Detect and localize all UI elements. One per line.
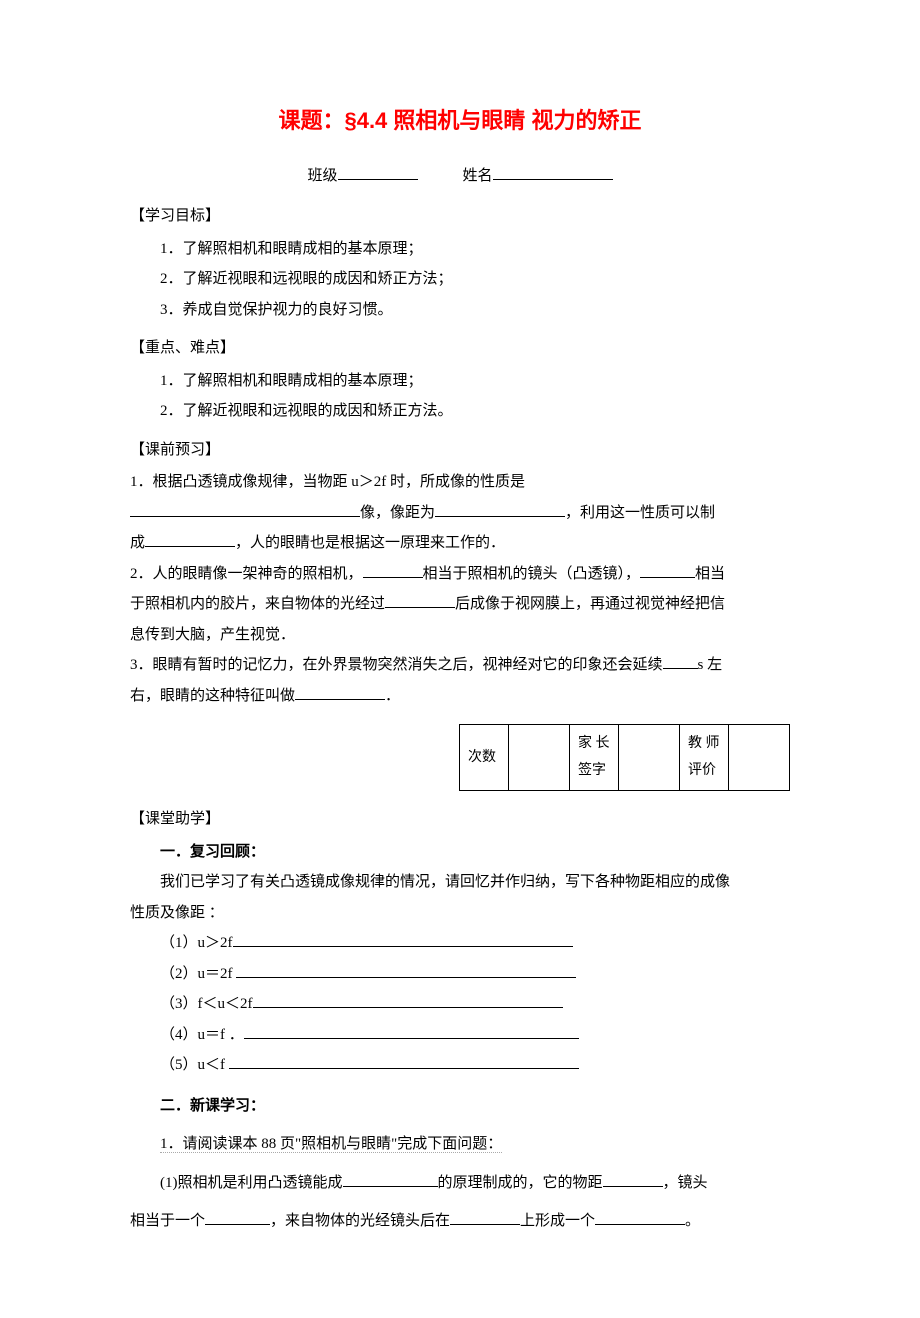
table-row: 次数 家 长签字 教 师评价	[460, 725, 790, 791]
goal-item: 3．养成自觉保护视力的良好习惯。	[160, 296, 790, 325]
text: 相当于照相机的镜头（凸透镜），	[423, 566, 641, 582]
blank[interactable]	[343, 1186, 438, 1187]
text: ．	[385, 688, 400, 704]
cell-count-label: 次数	[460, 725, 509, 791]
blank[interactable]	[236, 977, 576, 978]
blank[interactable]	[229, 1068, 579, 1069]
pre-q1-line2: 像，像距为 ，利用这一性质可以制	[130, 499, 790, 528]
blank[interactable]	[450, 1224, 520, 1225]
cell-teacher-label: 教 师评价	[680, 725, 729, 791]
blank[interactable]	[233, 946, 573, 947]
text: 的原理制成的，它的物距	[438, 1175, 603, 1191]
text: s 左	[698, 657, 723, 673]
inclass-heading: 【课堂助学】	[130, 805, 790, 834]
signature-table: 次数 家 长签字 教 师评价	[459, 724, 790, 791]
blank[interactable]	[435, 516, 565, 517]
name-label: 姓名	[463, 168, 493, 184]
blank[interactable]	[603, 1186, 663, 1187]
text: 于照相机内的胶片，来自物体的光经过	[130, 596, 385, 612]
cell-parent-value[interactable]	[619, 725, 680, 791]
pre-q1-line1: 1．根据凸透镜成像规律，当物距 u＞2f 时，所成像的性质是	[130, 468, 790, 497]
blank[interactable]	[145, 546, 235, 547]
goal-item: 1．了解照相机和眼睛成相的基本原理；	[160, 235, 790, 264]
class-blank[interactable]	[338, 164, 418, 180]
blank[interactable]	[363, 577, 423, 578]
text: 右，眼睛的这种特征叫做	[130, 688, 295, 704]
cell-teacher-value[interactable]	[729, 725, 790, 791]
text: 成	[130, 535, 145, 551]
student-info-line: 班级 姓名	[130, 162, 790, 191]
newstudy-heading: 二．新课学习：	[130, 1092, 790, 1121]
text: 2．人的眼睛像一架神奇的照相机，	[130, 566, 363, 582]
new-q1-1: (1)照相机是利用凸透镜能成 的原理制成的，它的物距 ，镜头	[130, 1169, 790, 1198]
cell-count-value[interactable]	[509, 725, 570, 791]
keypoints-heading: 【重点、难点】	[130, 334, 790, 363]
text: ，镜头	[663, 1175, 708, 1191]
pre-q3-line2: 右，眼睛的这种特征叫做 ．	[130, 682, 790, 711]
document-page: 课题：§4.4 照相机与眼睛 视力的矫正 班级 姓名 【学习目标】 1．了解照相…	[0, 0, 920, 1318]
blank[interactable]	[385, 607, 455, 608]
page-title: 课题：§4.4 照相机与眼睛 视力的矫正	[130, 100, 790, 142]
text: ，利用这一性质可以制	[565, 505, 715, 521]
text: ，来自物体的光经镜头后在	[270, 1213, 450, 1229]
text: 像，像距为	[360, 505, 435, 521]
text: （5）u＜f	[160, 1057, 225, 1073]
blank[interactable]	[663, 668, 698, 669]
text: ，人的眼睛也是根据这一原理来工作的．	[235, 535, 505, 551]
name-blank[interactable]	[493, 164, 613, 180]
review-item-4: （4）u＝f ．	[160, 1021, 790, 1050]
blank[interactable]	[253, 1007, 563, 1008]
review-heading: 一．复习回顾：	[130, 838, 790, 867]
review-intro-1: 我们已学习了有关凸透镜成像规律的情况，请回忆并作归纳，写下各种物距相应的成像	[130, 868, 790, 897]
preclass-heading: 【课前预习】	[130, 436, 790, 465]
pre-q2-line1: 2．人的眼睛像一架神奇的照相机， 相当于照相机的镜头（凸透镜）， 相当	[130, 560, 790, 589]
blank[interactable]	[205, 1224, 270, 1225]
text: 相当于一个	[130, 1213, 205, 1229]
keypoint-item: 1．了解照相机和眼睛成相的基本原理；	[160, 367, 790, 396]
review-intro-2: 性质及像距 ：	[130, 899, 790, 928]
pre-q3-line1: 3．眼睛有暂时的记忆力，在外界景物突然消失之后，视神经对它的印象还会延续 s 左	[130, 651, 790, 680]
blank[interactable]	[244, 1038, 579, 1039]
pre-q2-line3: 息传到大脑，产生视觉．	[130, 621, 790, 650]
review-item-3: （3）f＜u＜2f	[160, 990, 790, 1019]
text: 后成像于视网膜上，再通过视觉神经把信	[455, 596, 725, 612]
cell-parent-label: 家 长签字	[570, 725, 619, 791]
text: （3）f＜u＜2f	[160, 996, 253, 1012]
class-label: 班级	[307, 168, 337, 184]
text: 3．眼睛有暂时的记忆力，在外界景物突然消失之后，视神经对它的印象还会延续	[130, 657, 663, 673]
blank[interactable]	[595, 1224, 685, 1225]
new-q1-2: 相当于一个 ，来自物体的光经镜头后在 上形成一个 。	[130, 1207, 790, 1236]
review-item-1: （1）u＞2f	[160, 929, 790, 958]
review-item-2: （2）u＝2f	[160, 960, 790, 989]
blank[interactable]	[640, 577, 695, 578]
text: (1)照相机是利用凸透镜能成	[160, 1175, 343, 1191]
text: （1）u＞2f	[160, 935, 233, 951]
text: 相当	[695, 566, 725, 582]
text: （2）u＝2f	[160, 966, 233, 982]
text: 1．请阅读课本 88 页"照相机与眼睛"完成下面问题：	[160, 1136, 502, 1153]
blank[interactable]	[130, 516, 360, 517]
review-item-5: （5）u＜f	[160, 1051, 790, 1080]
pre-q2-line2: 于照相机内的胶片，来自物体的光经过 后成像于视网膜上，再通过视觉神经把信	[130, 590, 790, 619]
text: 。	[685, 1213, 700, 1229]
text: （4）u＝f ．	[160, 1027, 244, 1043]
pre-q1-line3: 成 ，人的眼睛也是根据这一原理来工作的．	[130, 529, 790, 558]
text: 上形成一个	[520, 1213, 595, 1229]
new-q1: 1．请阅读课本 88 页"照相机与眼睛"完成下面问题：	[130, 1130, 790, 1159]
keypoint-item: 2．了解近视眼和远视眼的成因和矫正方法。	[160, 397, 790, 426]
goals-heading: 【学习目标】	[130, 202, 790, 231]
goal-item: 2．了解近视眼和远视眼的成因和矫正方法；	[160, 265, 790, 294]
blank[interactable]	[295, 699, 385, 700]
